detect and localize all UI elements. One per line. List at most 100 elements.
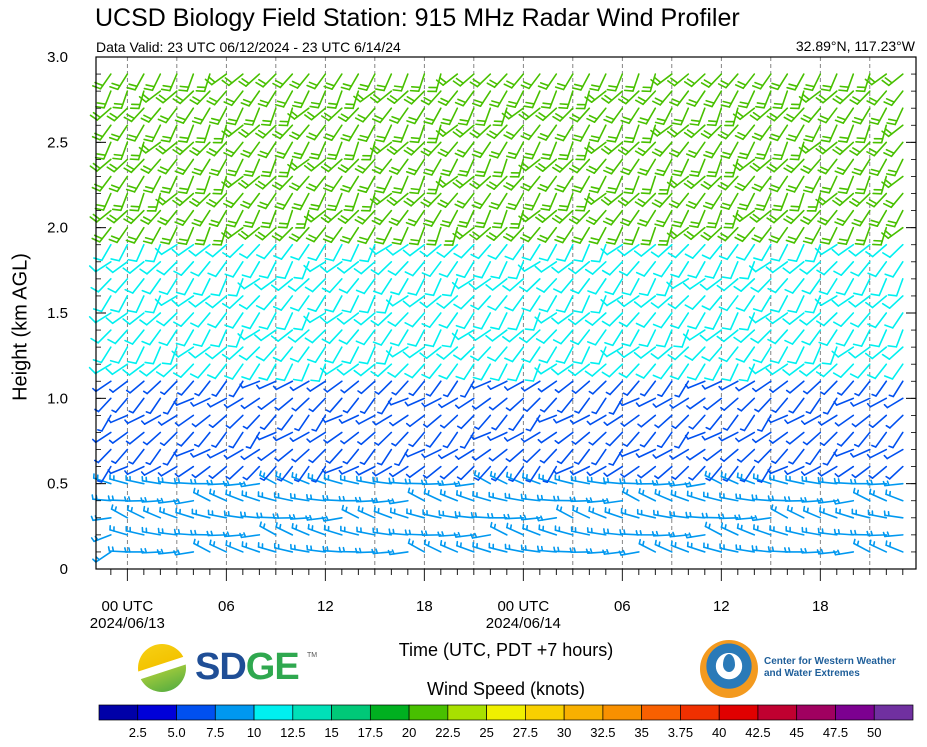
barb-staff <box>845 175 855 194</box>
barb-flag <box>503 83 513 89</box>
wind-barb <box>457 209 475 228</box>
wind-barb <box>188 346 211 359</box>
barb-staff <box>264 192 277 210</box>
barb-flag <box>260 123 271 127</box>
wind-barb <box>356 526 376 536</box>
barb-staff <box>232 380 244 398</box>
barb-staff <box>496 141 508 159</box>
wind-barb <box>306 73 327 90</box>
barb-flag <box>507 151 518 156</box>
barb-half-flag <box>757 429 763 432</box>
wind-barb <box>720 192 739 210</box>
wind-barb <box>209 107 228 125</box>
barb-staff <box>380 448 393 466</box>
barb-staff <box>147 158 162 174</box>
wind-barb <box>570 526 591 536</box>
barb-flag <box>455 324 466 330</box>
barb-flag <box>568 267 577 275</box>
barb-flag <box>175 291 186 296</box>
barb-half-flag <box>790 506 793 513</box>
barb-half-flag <box>540 515 544 521</box>
wind-barb <box>421 260 442 277</box>
barb-flag <box>540 106 551 109</box>
wind-barb <box>276 260 294 280</box>
wind-barb <box>407 487 426 502</box>
barb-flag <box>881 353 891 360</box>
barb-flag <box>867 76 876 84</box>
barb-flag <box>392 89 403 92</box>
barb-staff <box>279 124 294 140</box>
barb-half-flag <box>658 490 661 497</box>
wind-barb <box>341 295 360 313</box>
wind-barb <box>189 90 211 105</box>
barb-flag <box>404 322 414 328</box>
wind-barb <box>156 260 178 276</box>
barb-flag <box>485 284 494 291</box>
wind-barb <box>239 380 261 389</box>
barb-staff <box>778 295 789 313</box>
barb-half-flag <box>673 511 676 517</box>
wind-barb <box>888 380 904 398</box>
wind-barb <box>324 295 343 313</box>
wind-barb <box>471 397 492 410</box>
barb-flag <box>493 171 504 174</box>
barb-flag <box>618 372 628 379</box>
barb-flag <box>258 326 269 330</box>
barb-staff <box>876 209 888 227</box>
barb-flag <box>769 359 780 364</box>
barb-flag <box>733 336 742 343</box>
barb-flag <box>786 164 795 171</box>
wind-barb <box>191 414 211 428</box>
barb-flag <box>320 265 328 273</box>
barb-half-flag <box>108 388 114 393</box>
barb-flag <box>839 136 850 140</box>
barb-flag <box>241 179 250 187</box>
barb-staff <box>739 158 756 172</box>
barb-staff <box>821 192 838 206</box>
barb-flag <box>158 341 168 346</box>
barb-staff <box>98 226 112 243</box>
barb-staff <box>780 141 789 161</box>
barb-flag <box>557 157 568 161</box>
barb-flag <box>771 82 781 87</box>
wind-barb <box>586 414 607 426</box>
wind-barb <box>534 312 558 324</box>
barb-flag <box>686 102 696 107</box>
barb-half-flag <box>705 477 711 482</box>
barb-staff <box>294 278 310 292</box>
wind-barb <box>603 158 624 175</box>
barb-staff <box>728 141 739 159</box>
barb-staff <box>752 549 772 553</box>
wind-barb <box>672 107 690 126</box>
barb-staff <box>871 295 888 309</box>
wind-barb <box>524 312 541 331</box>
barb-flag <box>177 140 188 143</box>
barb-flag <box>189 150 198 156</box>
barb-flag <box>603 118 613 124</box>
wind-barb <box>221 73 244 87</box>
wind-barb <box>851 414 871 428</box>
barb-flag <box>540 157 551 160</box>
barb-staff <box>537 498 558 502</box>
barb-staff <box>540 260 558 273</box>
barb-staff <box>483 107 492 126</box>
barb-staff <box>263 295 277 311</box>
barb-staff <box>686 482 706 488</box>
barb-flag <box>205 301 214 309</box>
barb-flag <box>489 103 499 108</box>
wind-barb <box>489 363 508 382</box>
barb-staff <box>227 175 244 189</box>
barb-staff <box>854 414 871 428</box>
barb-staff <box>199 209 211 227</box>
barb-staff <box>612 397 624 415</box>
barb-flag <box>618 321 628 328</box>
barb-staff <box>411 431 426 448</box>
wind-barb <box>420 141 442 157</box>
barb-flag <box>848 249 857 257</box>
barb-flag <box>832 98 841 105</box>
barb-staff <box>258 431 277 441</box>
wind-barb <box>818 278 838 295</box>
barb-staff <box>497 90 508 108</box>
wind-barb <box>157 465 178 477</box>
wind-barb <box>469 73 492 88</box>
